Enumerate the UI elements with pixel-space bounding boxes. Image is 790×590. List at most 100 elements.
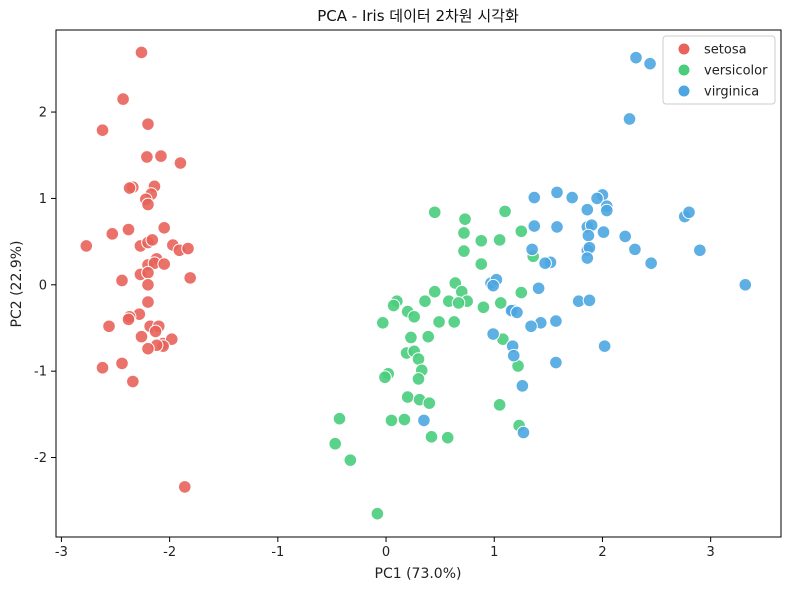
data-point-versicolor: [440, 430, 455, 445]
points-layer: [79, 45, 753, 521]
data-point-versicolor: [427, 205, 442, 220]
data-point-versicolor: [407, 309, 421, 324]
data-point-versicolor: [400, 390, 415, 404]
data-point-virginica: [590, 191, 604, 206]
data-point-virginica: [644, 256, 658, 271]
plot-area: [55, 29, 782, 538]
data-point-virginica: [527, 219, 542, 233]
data-point-setosa: [141, 117, 155, 131]
data-point-setosa: [145, 233, 160, 247]
data-point-virginica: [629, 50, 643, 65]
data-point-virginica: [643, 56, 657, 71]
data-point-virginica: [693, 243, 707, 258]
data-point-setosa: [115, 273, 129, 288]
y-axis-label: PC2 (22.9%): [9, 241, 25, 328]
data-point-virginica: [618, 229, 632, 244]
y-tick-label: -1: [34, 365, 47, 380]
data-point-setosa: [173, 156, 188, 170]
data-point-virginica: [565, 190, 579, 205]
data-point-versicolor: [418, 294, 432, 309]
data-point-setosa: [95, 360, 110, 375]
x-axis-label: PC1 (73.0%): [375, 566, 462, 582]
data-point-virginica: [580, 251, 595, 265]
data-point-virginica: [622, 112, 637, 126]
data-point-versicolor: [411, 352, 426, 366]
legend-box: [662, 35, 776, 105]
data-point-virginica: [549, 314, 563, 328]
data-point-versicolor: [332, 411, 347, 426]
data-point-versicolor: [432, 315, 446, 329]
data-point-setosa: [95, 123, 110, 137]
legend: setosa versicolor virginica: [662, 35, 776, 105]
data-point-virginica: [550, 185, 564, 200]
data-point-setosa: [157, 220, 172, 235]
data-point-setosa: [157, 257, 172, 271]
data-point-virginica: [596, 225, 611, 239]
legend-marker-virginica: [677, 84, 691, 98]
data-point-virginica: [524, 319, 538, 334]
y-tick-label: 1: [39, 192, 47, 207]
data-point-versicolor: [474, 257, 489, 271]
data-point-setosa: [102, 319, 116, 334]
x-tick-label: -1: [271, 545, 284, 560]
data-point-versicolor: [514, 224, 529, 239]
data-point-virginica: [417, 413, 431, 428]
data-point-versicolor: [492, 398, 507, 412]
data-point-setosa: [105, 227, 120, 241]
data-point-virginica: [738, 277, 753, 292]
data-point-versicolor: [370, 506, 385, 521]
data-point-versicolor: [447, 315, 462, 329]
data-point-virginica: [628, 242, 642, 257]
data-point-versicolor: [451, 296, 466, 310]
data-point-virginica: [582, 293, 597, 308]
data-point-setosa: [154, 149, 168, 163]
data-point-setosa: [141, 197, 155, 212]
data-point-versicolor: [343, 453, 358, 467]
y-axis-ticks: -2 -1 0 1 2: [34, 106, 56, 466]
data-point-setosa: [134, 329, 149, 344]
data-point-setosa: [121, 312, 136, 327]
data-point-setosa: [140, 150, 154, 164]
data-point-virginica: [527, 190, 542, 205]
data-point-versicolor: [386, 298, 401, 313]
data-point-versicolor: [457, 244, 471, 258]
data-point-virginica: [538, 256, 552, 271]
data-point-versicolor: [476, 300, 491, 315]
data-point-virginica: [599, 203, 614, 218]
data-point-versicolor: [397, 412, 412, 427]
data-point-setosa: [148, 324, 163, 339]
x-tick-label: 3: [707, 545, 715, 560]
x-tick-label: 0: [382, 545, 390, 560]
x-tick-label: -2: [163, 545, 176, 560]
data-point-virginica: [682, 205, 696, 220]
data-point-versicolor: [404, 330, 418, 345]
legend-marker-setosa: [677, 42, 691, 56]
data-point-virginica: [597, 339, 612, 353]
data-point-versicolor: [421, 329, 436, 344]
data-point-setosa: [79, 239, 94, 253]
data-point-setosa: [141, 341, 155, 356]
data-point-virginica: [510, 305, 524, 320]
data-point-setosa: [116, 92, 130, 106]
data-point-virginica: [515, 379, 530, 393]
data-point-versicolor: [427, 284, 442, 299]
data-point-setosa: [177, 480, 192, 494]
data-point-versicolor: [411, 372, 426, 386]
data-point-versicolor: [375, 315, 390, 330]
data-point-setosa: [141, 277, 155, 292]
data-point-setosa: [183, 271, 197, 285]
data-point-versicolor: [328, 436, 342, 451]
y-tick-label: -2: [34, 451, 47, 466]
legend-marker-versicolor: [677, 63, 691, 77]
data-point-setosa: [134, 45, 149, 60]
data-point-versicolor: [422, 396, 437, 410]
data-point-virginica: [550, 220, 564, 234]
data-point-setosa: [141, 265, 155, 280]
x-tick-label: 1: [490, 545, 498, 560]
data-point-virginica: [486, 327, 500, 341]
data-point-setosa: [122, 181, 137, 195]
y-tick-label: 0: [39, 278, 47, 293]
data-point-virginica: [531, 281, 546, 296]
data-point-setosa: [115, 356, 129, 371]
